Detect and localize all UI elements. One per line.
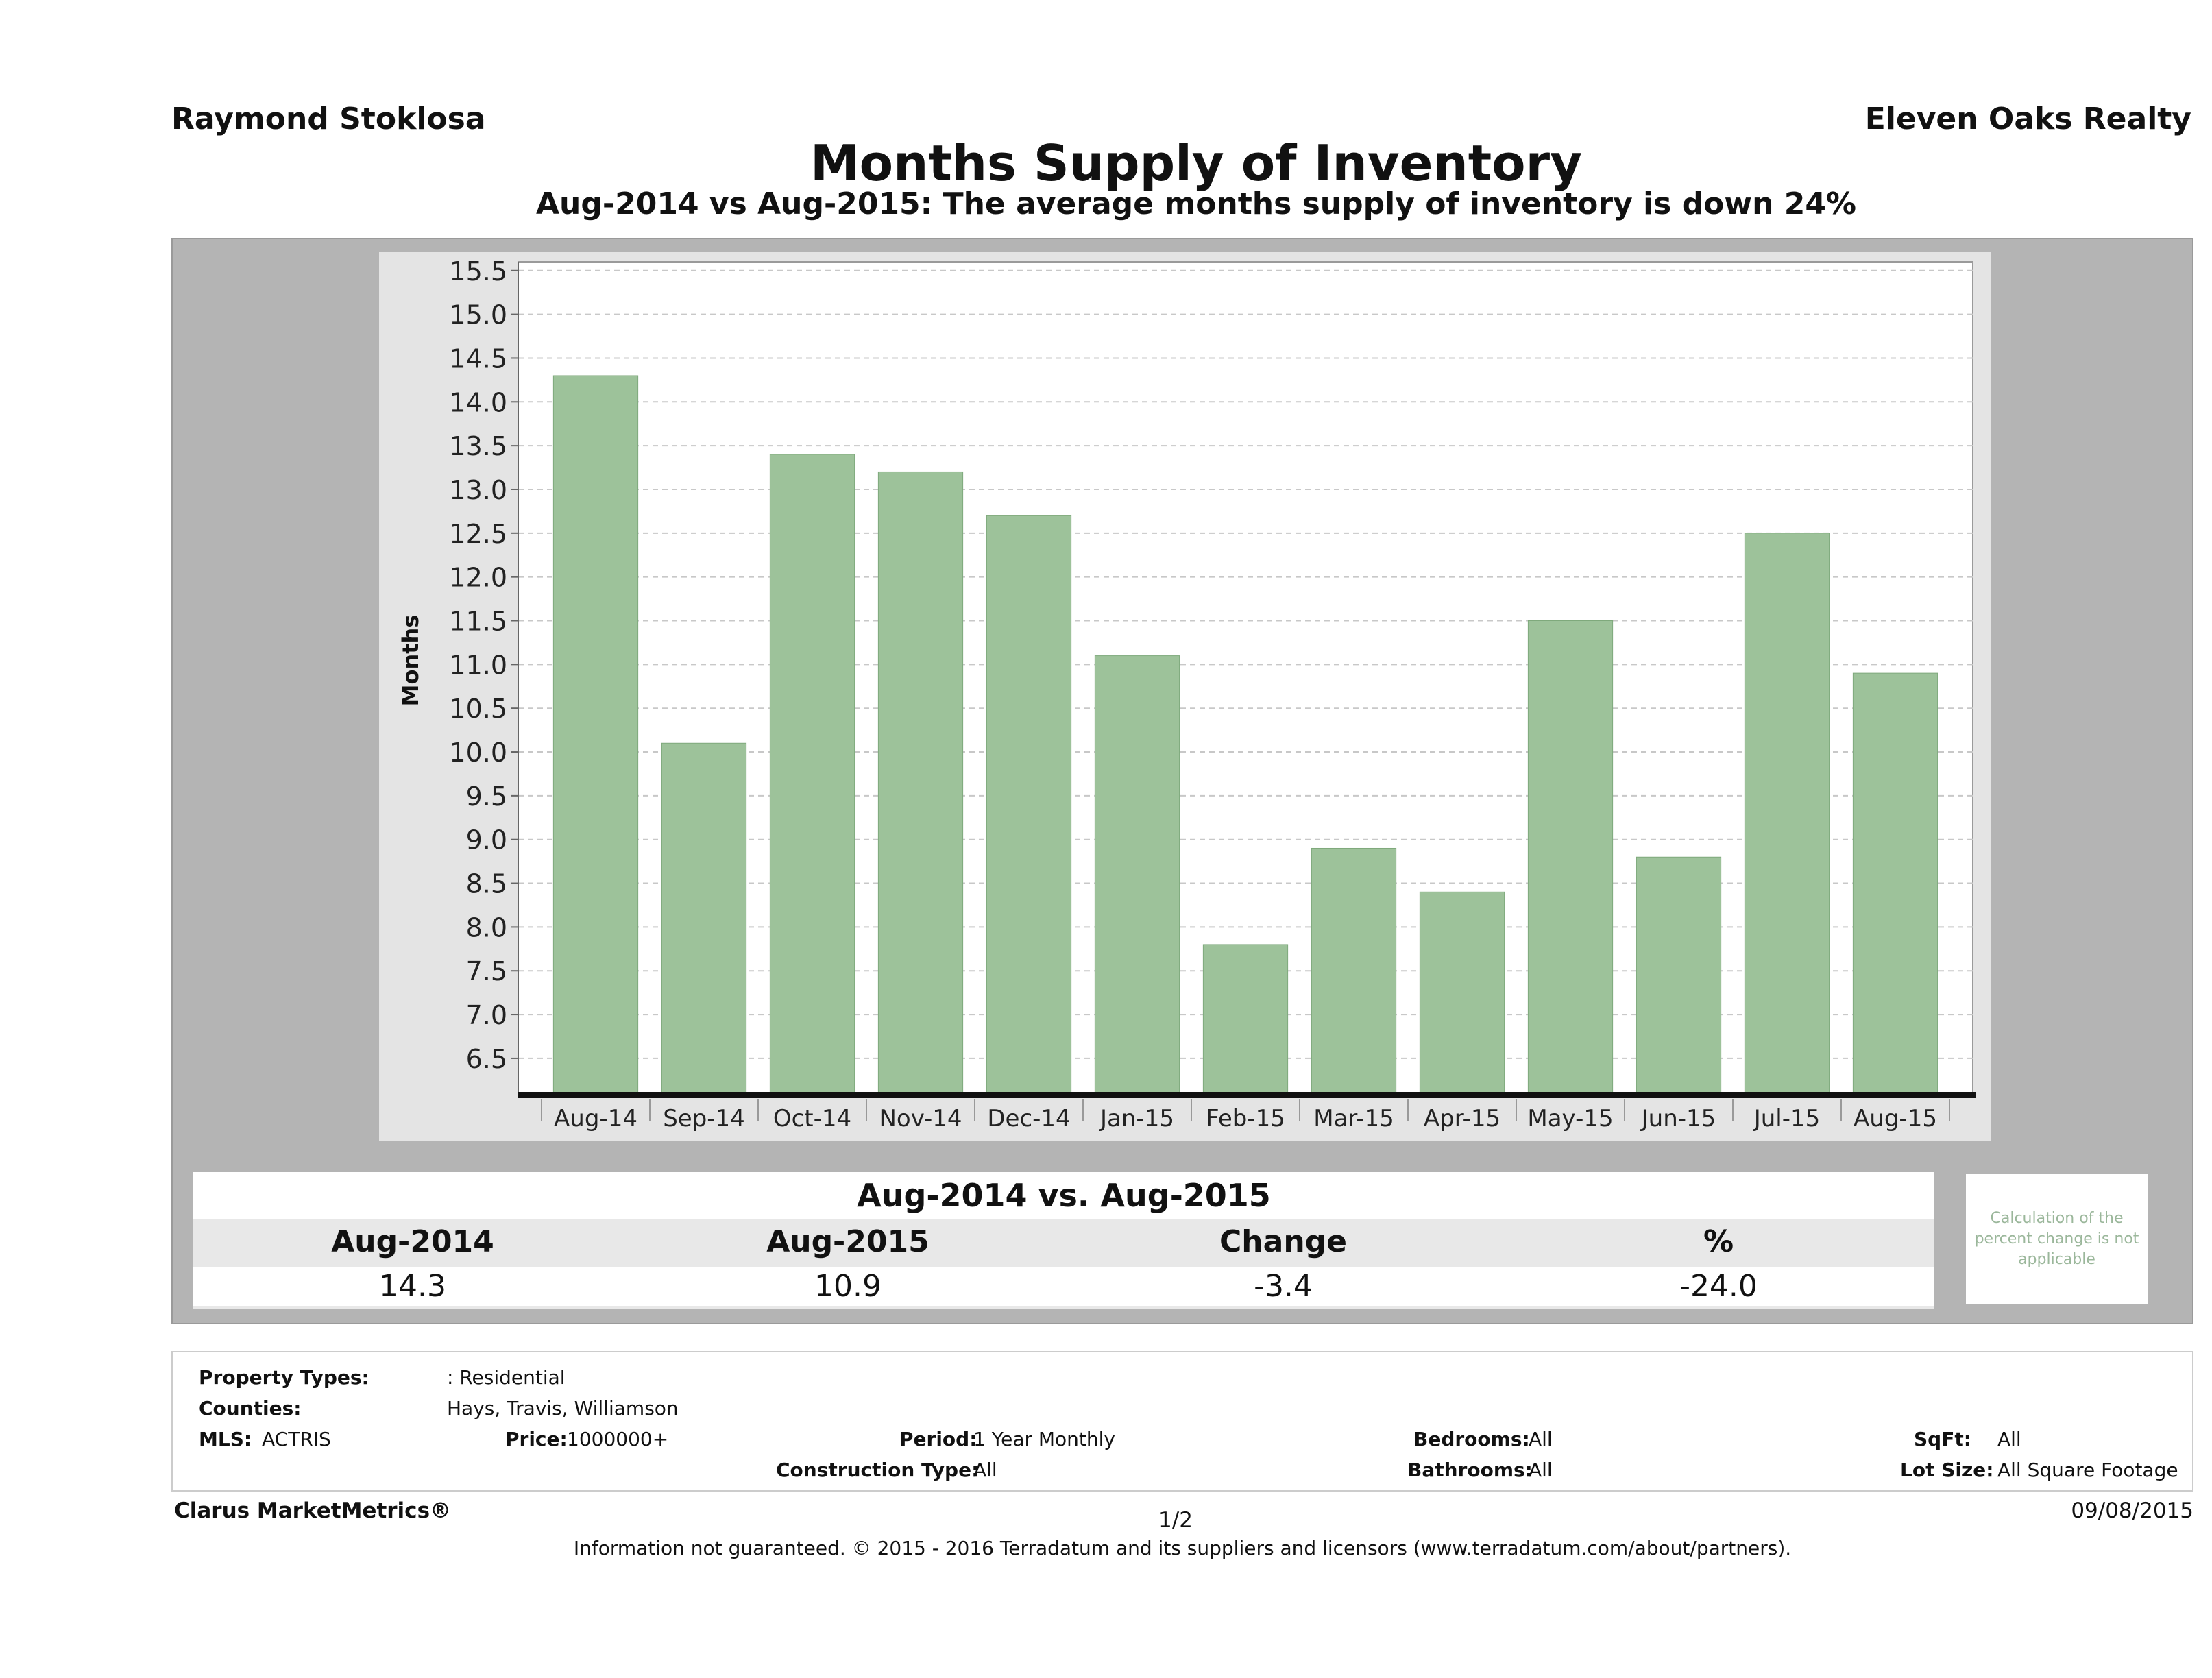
bathrooms-label: Bathrooms: [1407, 1459, 1533, 1481]
search-criteria: Property Types: : Residential Counties: … [171, 1351, 2193, 1492]
x-axis-line [518, 1092, 1976, 1098]
sqft-label: SqFt: [1914, 1428, 1971, 1450]
percent-change-note: Calculation of the percent change is not… [1966, 1174, 2148, 1304]
mls-value: ACTRIS [262, 1428, 331, 1450]
sqft-value: All [1997, 1428, 2021, 1450]
y-tick-label: 10.0 [449, 738, 507, 768]
y-tick-label: 14.0 [449, 387, 507, 417]
bar-jul-15 [1744, 533, 1830, 1094]
y-tick-label: 7.0 [466, 1000, 507, 1030]
period-value: 1 Year Monthly [973, 1428, 1116, 1450]
y-tick-label: 9.0 [466, 825, 507, 855]
summary-value-aug-2015: 10.9 [814, 1269, 882, 1304]
report-date: 09/08/2015 [2071, 1498, 2193, 1523]
bar-feb-15 [1202, 944, 1289, 1094]
y-tick-label: 11.5 [449, 607, 507, 637]
bar-jun-15 [1636, 856, 1722, 1094]
bar-apr-15 [1419, 891, 1505, 1094]
x-tick-label: Apr-15 [1424, 1105, 1500, 1132]
bar-nov-14 [877, 471, 964, 1094]
bar-jan-15 [1094, 655, 1180, 1094]
x-tick-label: Jan-15 [1099, 1105, 1174, 1132]
x-tick-label: Jun-15 [1640, 1105, 1716, 1132]
summary-header-aug-2014: Aug-2014 [331, 1224, 494, 1259]
x-tick-label: May-15 [1527, 1105, 1613, 1132]
x-tick-label: Nov-14 [879, 1105, 962, 1132]
summary-value-row: 14.3 10.9 -3.4 -24.0 [193, 1267, 1934, 1306]
summary-header-aug-2015: Aug-2015 [766, 1224, 929, 1259]
summary-value-aug-2014: 14.3 [379, 1269, 446, 1304]
bar-dec-14 [986, 515, 1072, 1094]
y-tick-label: 6.5 [466, 1044, 507, 1074]
bar-chart: 15.5 15.0 14.5 14.0 13.5 13.0 12.5 12.0 11.5 11.0… [398, 256, 1976, 1132]
counties-label: Counties: [199, 1397, 302, 1420]
bathrooms-value: All [1529, 1459, 1553, 1481]
y-tick-label: 12.0 [449, 563, 507, 593]
y-tick-label: 12.5 [449, 519, 507, 549]
construction-type-value: All [973, 1459, 997, 1481]
disclaimer: Information not guaranteed. © 2015 - 201… [573, 1537, 1792, 1559]
x-tick-label: Jul-15 [1753, 1105, 1821, 1132]
summary-header-percent: % [1703, 1224, 1734, 1259]
agent-name: Raymond Stoklosa [171, 101, 486, 136]
x-tick-label: Mar-15 [1313, 1105, 1394, 1132]
summary-title: Aug-2014 vs. Aug-2015 [193, 1172, 1934, 1219]
y-tick-label: 7.5 [466, 956, 507, 986]
y-axis-label: Months [398, 615, 424, 707]
summary-value-change: -3.4 [1254, 1269, 1313, 1304]
mls-label: MLS: [199, 1428, 252, 1450]
price-value: 1000000+ [567, 1428, 669, 1450]
price-label: Price: [505, 1428, 568, 1450]
x-tick-label: Aug-15 [1854, 1105, 1937, 1132]
bar-aug-14 [552, 375, 639, 1094]
lot-size-label: Lot Size: [1900, 1459, 1994, 1481]
property-types-value: : Residential [447, 1366, 566, 1389]
y-tick-label: 11.0 [449, 650, 507, 680]
y-tick-label: 14.5 [449, 343, 507, 374]
bar-oct-14 [769, 454, 855, 1094]
y-tick-label: 15.5 [449, 256, 507, 287]
chart-subtitle: Aug-2014 vs Aug-2015: The average months… [535, 186, 1857, 221]
y-tick-label: 13.5 [449, 431, 507, 461]
summary-header-change: Change [1219, 1224, 1347, 1259]
bar-may-15 [1527, 620, 1614, 1094]
x-tick-label: Dec-14 [987, 1105, 1070, 1132]
period-label: Period: [899, 1428, 977, 1450]
page-number: 1/2 [1158, 1508, 1193, 1533]
x-tick-label: Sep-14 [663, 1105, 745, 1132]
counties-value: Hays, Travis, Williamson [447, 1397, 679, 1420]
bedrooms-value: All [1529, 1428, 1553, 1450]
x-tick-label: Oct-14 [773, 1105, 851, 1132]
construction-type-label: Construction Type: [776, 1459, 980, 1481]
bar-sep-14 [661, 742, 747, 1094]
y-tick-label: 13.0 [449, 475, 507, 505]
x-tick-label: Feb-15 [1206, 1105, 1285, 1132]
property-types-label: Property Types: [199, 1366, 369, 1389]
bar-mar-15 [1311, 847, 1397, 1094]
y-tick-label: 9.5 [466, 781, 507, 812]
y-tick-label: 15.0 [449, 300, 507, 330]
bar-aug-15 [1852, 672, 1938, 1094]
brokerage-name: Eleven Oaks Realty [1864, 101, 2191, 136]
y-tick-label: 8.0 [466, 912, 507, 943]
summary-header-row: Aug-2014 Aug-2015 Change % [193, 1220, 1934, 1264]
product-name: Clarus MarketMetrics® [174, 1498, 452, 1523]
x-tick-label: Aug-14 [554, 1105, 637, 1132]
y-tick-label: 8.5 [466, 869, 507, 899]
summary-value-percent: -24.0 [1679, 1269, 1758, 1304]
lot-size-value: All Square Footage [1997, 1459, 2178, 1481]
y-tick-label: 10.5 [449, 694, 507, 724]
bedrooms-label: Bedrooms: [1413, 1428, 1530, 1450]
chart-title: Months Supply of Inventory [810, 134, 1583, 192]
